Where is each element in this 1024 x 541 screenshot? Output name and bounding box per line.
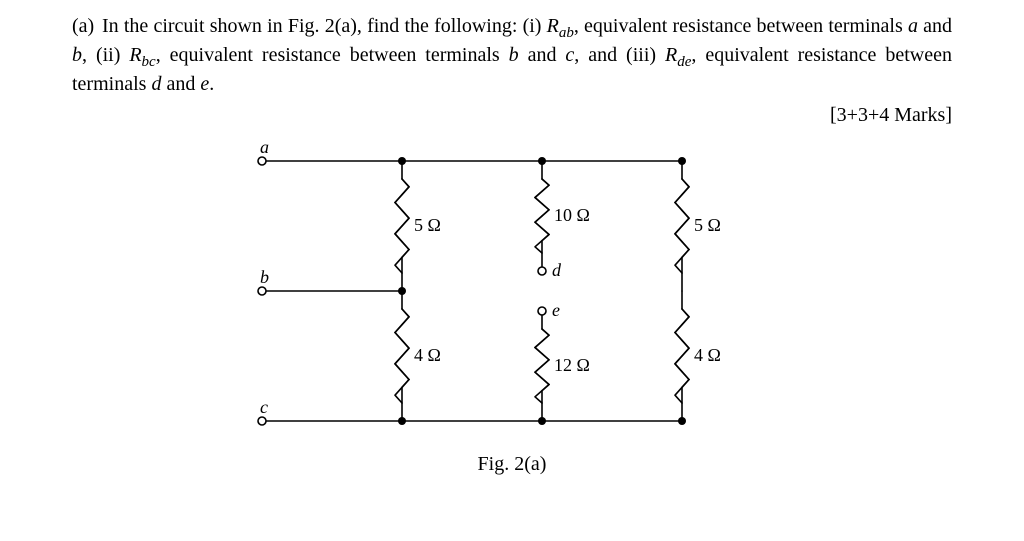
svg-text:4 Ω: 4 Ω	[694, 345, 721, 365]
marks-label: [3+3+4 Marks]	[72, 104, 952, 127]
svg-text:5 Ω: 5 Ω	[414, 215, 441, 235]
svg-text:5 Ω: 5 Ω	[694, 215, 721, 235]
svg-text:12 Ω: 12 Ω	[554, 355, 590, 375]
svg-text:e: e	[552, 300, 560, 320]
figure-caption: Fig. 2(a)	[72, 453, 952, 476]
svg-text:10 Ω: 10 Ω	[554, 205, 590, 225]
question-text: (a)In the circuit shown in Fig. 2(a), fi…	[72, 14, 952, 98]
svg-text:c: c	[260, 397, 268, 417]
svg-text:a: a	[260, 137, 269, 157]
svg-text:4 Ω: 4 Ω	[414, 345, 441, 365]
svg-text:d: d	[552, 260, 562, 280]
circuit-diagram: a b c 5 Ω 10 Ω 5 Ω 4 Ω 12 Ω 4 Ω de	[232, 131, 792, 451]
part-label: (a)	[72, 14, 102, 40]
svg-text:b: b	[260, 267, 269, 287]
